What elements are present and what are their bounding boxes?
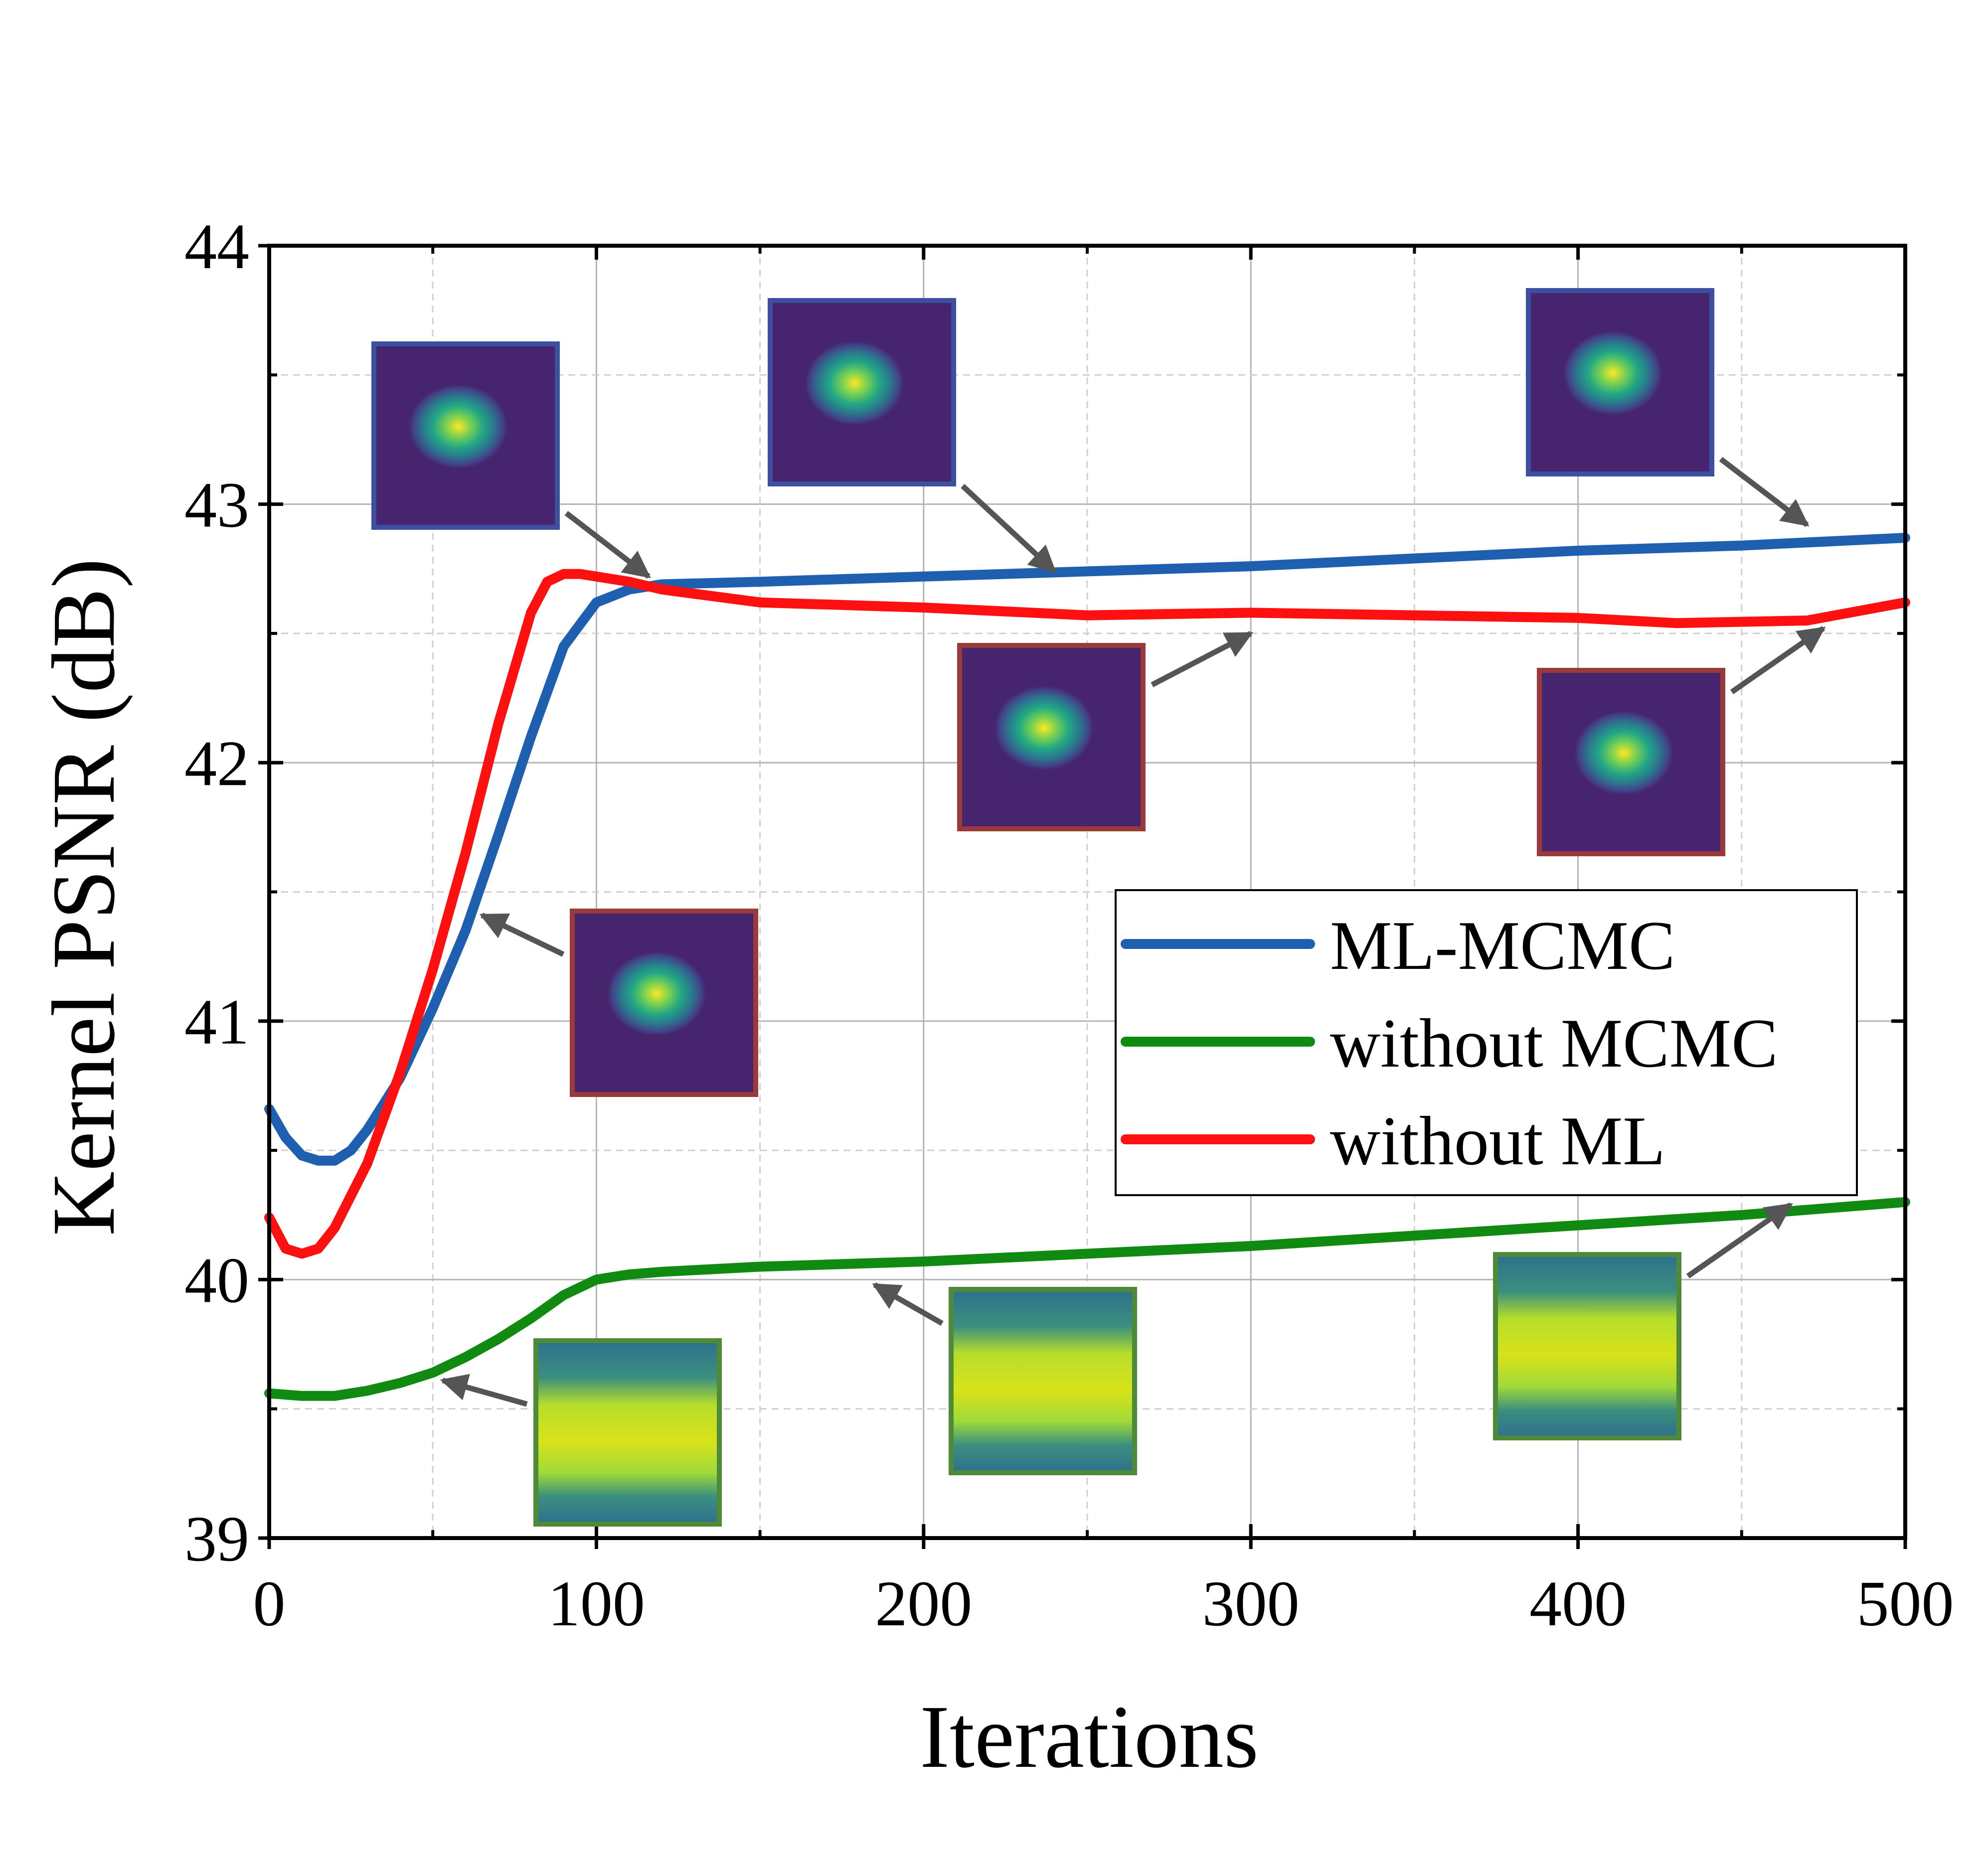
series-line-without-mcmc	[264, 1197, 1910, 1401]
y-axis-title: Kernel PSNR (dB)	[34, 558, 133, 1236]
y-tick-label: 44	[184, 211, 249, 283]
kernel-blob	[805, 340, 904, 426]
x-tick-label: 100	[548, 1568, 645, 1640]
inset-arrow	[1686, 1202, 1793, 1278]
x-tick-label: 500	[1857, 1568, 1954, 1640]
series-line-ml-mcmc	[264, 533, 1910, 1166]
inset-border	[768, 298, 956, 486]
legend-label: ML-MCMC	[1330, 907, 1675, 984]
legend-label: without MCMC	[1330, 1005, 1778, 1082]
inset-border	[570, 909, 758, 1097]
kernel-inset-without-mcmc	[872, 1282, 1137, 1475]
kernel-inset-without-mcmc	[1493, 1202, 1793, 1440]
x-tick-label: 400	[1529, 1568, 1627, 1640]
x-tick-label: 0	[253, 1568, 286, 1640]
inset-arrow	[1151, 631, 1254, 687]
inset-border	[957, 643, 1146, 831]
inset-arrow	[1730, 626, 1826, 694]
y-tick-label: 41	[184, 986, 249, 1058]
inset-border	[1537, 668, 1725, 856]
x-tick-label: 300	[1202, 1568, 1300, 1640]
inset-arrow	[1719, 457, 1810, 527]
kernel-blob	[994, 685, 1094, 771]
inset-border	[533, 1338, 722, 1527]
kernel-band	[1495, 1254, 1679, 1438]
axes-layer: 0 100 200 300 400 500 39 40 41 42 43 44	[184, 211, 1954, 1640]
kernel-inset-without-ml	[479, 909, 758, 1097]
y-tick-label: 39	[184, 1503, 249, 1575]
kernel-inset-without-mcmc	[440, 1338, 722, 1527]
legend-label: without ML	[1330, 1102, 1665, 1180]
kernel-inset-without-ml	[957, 631, 1254, 831]
inset-border	[949, 1287, 1137, 1475]
kernel-blob	[408, 384, 508, 469]
kernel-blob	[1563, 330, 1662, 416]
legend-layer: ML-MCMC without MCMC without ML	[1115, 889, 1858, 1196]
x-axis-title: Iterations	[920, 1687, 1259, 1786]
inset-border	[371, 341, 560, 530]
y-tick-label: 42	[184, 728, 249, 799]
y-tick-label: 43	[184, 469, 249, 541]
kernel-inset-ml-mcmc	[371, 341, 651, 579]
kernel-blob	[1574, 710, 1673, 795]
series-line-without-ml	[264, 569, 1910, 1259]
kernel-blob	[607, 951, 706, 1036]
inset-arrow	[564, 511, 651, 579]
kernel-inset-without-ml	[1537, 626, 1826, 856]
kernel-inset-ml-mcmc	[1526, 288, 1810, 527]
inset-arrow	[479, 913, 565, 957]
inset-arrow	[440, 1374, 528, 1407]
inset-layer	[371, 288, 1826, 1527]
series-layer	[264, 533, 1910, 1401]
kernel-band	[536, 1341, 719, 1524]
inset-border	[1526, 288, 1714, 476]
inset-arrow	[961, 483, 1057, 574]
kernel-inset-ml-mcmc	[768, 298, 1057, 574]
kernel-band	[951, 1289, 1135, 1473]
inset-arrow	[872, 1282, 944, 1326]
inset-border	[1493, 1252, 1681, 1440]
y-tick-label: 40	[184, 1245, 249, 1316]
x-tick-label: 200	[875, 1568, 972, 1640]
